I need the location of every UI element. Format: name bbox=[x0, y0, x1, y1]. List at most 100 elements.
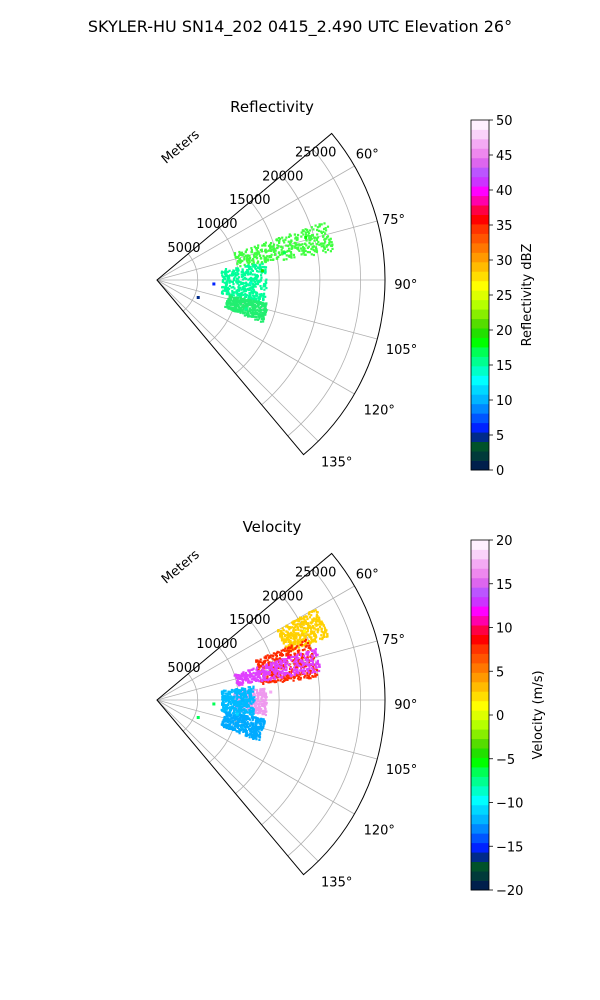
radial-gridline bbox=[287, 568, 361, 857]
colorbar-segment bbox=[471, 738, 489, 749]
echo-sample bbox=[196, 295, 200, 299]
colorbar-tick-label: 25 bbox=[496, 289, 513, 304]
angular-gridline bbox=[156, 279, 319, 442]
figure-title: SKYLER-HU SN14_202 0415_2.490 UTC Elevat… bbox=[88, 17, 512, 37]
colorbar-segment bbox=[471, 691, 489, 702]
colorbar-segment bbox=[471, 842, 489, 853]
colorbar-segment bbox=[471, 176, 489, 187]
echo-sample bbox=[304, 235, 308, 239]
colorbar-segment bbox=[471, 375, 489, 386]
colorbar-tick-label: 15 bbox=[496, 359, 513, 374]
colorbar-segment bbox=[471, 785, 489, 796]
angular-tick-label: 120° bbox=[364, 823, 395, 838]
colorbar-segment bbox=[471, 596, 489, 607]
colorbar-segment bbox=[471, 451, 489, 461]
colorbar-tick-label: −15 bbox=[496, 840, 523, 855]
colorbar-segment bbox=[471, 233, 489, 244]
echo-sample bbox=[303, 629, 307, 633]
echo-sample bbox=[241, 698, 244, 702]
colorbar-tick-label: −20 bbox=[496, 884, 523, 899]
angular-tick-label: 120° bbox=[364, 403, 395, 418]
radial-tick-label: 15000 bbox=[229, 613, 270, 628]
angular-gridline bbox=[156, 640, 378, 701]
colorbar-segment bbox=[471, 328, 489, 338]
colorbar-segment bbox=[471, 205, 489, 215]
radial-tick-label: 20000 bbox=[262, 589, 303, 604]
angular-gridline bbox=[156, 699, 378, 760]
angular-gridline bbox=[156, 585, 355, 701]
colorbar-tick-label: 20 bbox=[496, 534, 513, 549]
radial-tick-label: 5000 bbox=[167, 661, 200, 676]
angular-tick-label: 60° bbox=[356, 568, 379, 583]
colorbar-segment bbox=[471, 606, 489, 617]
echo-sample bbox=[212, 702, 216, 706]
colorbar-segment bbox=[471, 290, 489, 301]
echo-sample bbox=[249, 281, 253, 285]
colorbar-tick-label: 20 bbox=[496, 324, 513, 339]
colorbar-segment bbox=[471, 432, 489, 443]
echo-sample bbox=[287, 655, 291, 659]
colorbar-segment bbox=[471, 460, 489, 471]
reflectivity-radial-axis-label: Meters bbox=[159, 127, 203, 167]
colorbar-segment bbox=[471, 394, 489, 405]
colorbar-segment bbox=[471, 861, 489, 872]
radial-tick-label: 10000 bbox=[196, 217, 237, 232]
colorbar-segment bbox=[471, 634, 489, 645]
colorbar-segment bbox=[471, 384, 489, 395]
colorbar-segment bbox=[471, 280, 489, 291]
colorbar-tick-label: 0 bbox=[496, 464, 504, 479]
echo-sample bbox=[239, 293, 243, 297]
colorbar-segment bbox=[471, 318, 489, 329]
colorbar-tick-label: 15 bbox=[496, 578, 513, 593]
echo-sample bbox=[212, 282, 216, 286]
angular-tick-label: 60° bbox=[356, 148, 379, 163]
colorbar-segment bbox=[471, 242, 489, 253]
colorbar-segment bbox=[471, 422, 489, 433]
radial-gridline bbox=[261, 175, 321, 406]
angular-gridline bbox=[156, 699, 355, 815]
velocity-panel: Velocity Meters 5000 10000 15000 20000 25000… bbox=[156, 518, 546, 899]
colorbar-segment bbox=[471, 729, 489, 740]
colorbar-segment bbox=[471, 833, 489, 844]
colorbar-segment bbox=[471, 261, 489, 272]
colorbar-segment bbox=[471, 662, 489, 673]
colorbar-tick-label: 50 bbox=[496, 114, 513, 129]
colorbar-segment bbox=[471, 413, 489, 424]
colorbar-segment bbox=[471, 441, 489, 452]
colorbar-segment bbox=[471, 767, 489, 777]
reflectivity-polar-plot: 5000 10000 15000 20000 25000 60° 75° 90° 105° 120… bbox=[156, 132, 417, 471]
echo-sample bbox=[196, 715, 200, 719]
colorbar-tick-label: −10 bbox=[496, 797, 523, 812]
radial-gridline bbox=[287, 148, 361, 437]
echo-swath bbox=[220, 262, 268, 302]
velocity-title: Velocity bbox=[243, 518, 302, 536]
colorbar-segment bbox=[471, 558, 489, 569]
colorbar-segment bbox=[471, 700, 489, 711]
colorbar-segment bbox=[471, 615, 489, 626]
echo-sample bbox=[240, 726, 244, 730]
colorbar-segment bbox=[471, 681, 489, 692]
colorbar-segment bbox=[471, 540, 489, 550]
colorbar-tick-label: 10 bbox=[496, 394, 513, 409]
colorbar-segment bbox=[471, 710, 489, 721]
colorbar-segment bbox=[471, 719, 489, 730]
echo-sample bbox=[244, 307, 248, 311]
velocity-colorbar-label: Velocity (m/s) bbox=[531, 670, 546, 759]
colorbar-tick-label: 35 bbox=[496, 219, 513, 234]
colorbar-segment bbox=[471, 138, 489, 149]
colorbar-segment bbox=[471, 795, 489, 806]
colorbar-tick-label: 5 bbox=[496, 665, 504, 680]
colorbar-segment bbox=[471, 852, 489, 863]
angular-tick-label: 75° bbox=[382, 633, 405, 648]
colorbar-segment bbox=[471, 403, 489, 414]
colorbar-segment bbox=[471, 757, 489, 768]
colorbar-segment bbox=[471, 148, 489, 159]
colorbar-segment bbox=[471, 299, 489, 310]
echo-sample bbox=[269, 690, 273, 694]
radial-tick-label: 10000 bbox=[196, 637, 237, 652]
radial-tick-label: 25000 bbox=[295, 145, 336, 160]
radial-tick-label: 25000 bbox=[295, 565, 336, 580]
colorbar-tick-label: 0 bbox=[496, 709, 504, 724]
echo-swath bbox=[277, 609, 329, 653]
